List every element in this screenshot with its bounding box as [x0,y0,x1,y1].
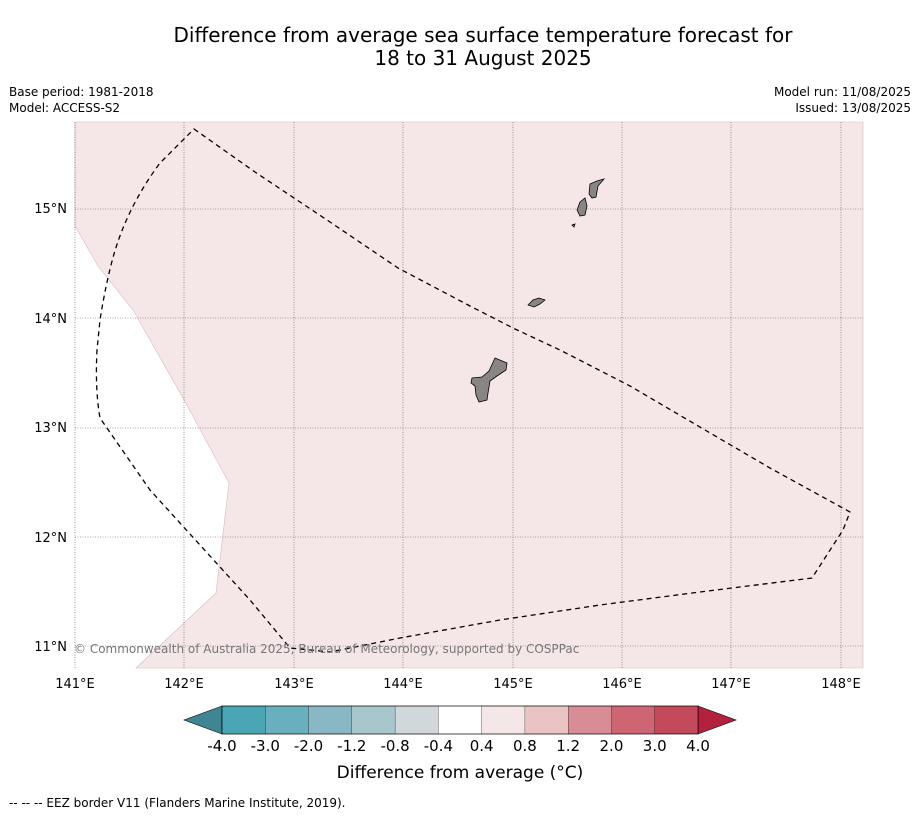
saipan-island [588,178,606,199]
lat-label-13: 13°N [34,421,67,436]
lon-label-145: 145°E [493,677,533,692]
colorbar-tick-label: -2.0 [294,737,323,755]
colorbar-tick-label: 3.0 [643,737,667,755]
colorbar-tick-label: 1.2 [556,737,580,755]
issued-text: Issued: 13/08/2025 [795,101,911,115]
eez-border-line [95,128,851,653]
colorbar-swatch [654,705,699,735]
guam-island [470,357,508,403]
colorbar-swatch [611,705,656,735]
model-text: Model: ACCESS-S2 [9,101,121,115]
lon-label-146: 146°E [602,677,642,692]
colorbar-tick-label: -0.8 [380,737,409,755]
colorbar-swatch [221,705,266,735]
model-run-text: Model run: 11/08/2025 [773,85,911,99]
lon-label-147: 147°E [711,677,751,692]
colorbar-swatch [481,705,526,735]
lat-label-15: 15°N [34,202,67,217]
lat-label-14: 14°N [34,312,67,327]
colorbar-swatch [568,705,612,735]
colorbar-under-arrow [183,705,223,735]
copyright-text: © Commonwealth of Australia 2025, Bureau… [74,642,579,656]
lon-label-141: 141°E [55,677,95,692]
colorbar-swatch [308,705,353,735]
lon-label-143: 143°E [274,677,314,692]
colorbar-tick-label: 0.8 [513,737,537,755]
lat-label-12: 12°N [34,531,67,546]
colorbar-tick-label: -3.0 [251,737,280,755]
gridlines [74,122,863,668]
aguijan-island [571,223,576,228]
lon-label-144: 144°E [383,677,423,692]
colorbar-swatch [265,705,309,735]
longitude-labels: 141°E 142°E 143°E 144°E 145°E 146°E 147°… [55,677,861,692]
map-title-line1: Difference from average sea surface temp… [173,23,793,47]
colorbar-tick-label: -0.4 [424,737,453,755]
colorbar-tick-label: -4.0 [207,737,236,755]
colorbar-title: Difference from average (°C) [336,763,584,783]
anomaly-fill-region [74,121,864,669]
lon-label-148: 148°E [821,677,861,692]
colorbar-swatch [351,705,396,735]
lon-label-142: 142°E [164,677,204,692]
colorbar-tick-label: 4.0 [686,737,710,755]
colorbar-tick-label: 2.0 [600,737,624,755]
colorbar-frame [221,705,699,735]
land-masses [470,178,606,403]
colorbar-tick-label: -1.2 [337,737,366,755]
eez-legend-note: -- -- -- EEZ border V11 (Flanders Marine… [9,796,346,810]
tinian-island [576,197,588,217]
map-title-line2: 18 to 31 August 2025 [374,46,592,70]
rota-island [527,297,546,308]
latitude-labels: 15°N 14°N 13°N 12°N 11°N [34,202,67,655]
colorbar-swatch [438,705,483,735]
colorbar-swatch [524,705,569,735]
colorbar-swatch [394,705,439,735]
colorbar-over-arrow [697,705,737,735]
colorbar: -4.0 -3.0 -2.0 -1.2 -0.8 -0.4 0.4 0.8 1.2 2.0 3.0 4… [183,705,737,755]
lat-label-11: 11°N [34,640,67,655]
colorbar-tick-label: 0.4 [470,737,494,755]
base-period-text: Base period: 1981-2018 [9,85,154,99]
